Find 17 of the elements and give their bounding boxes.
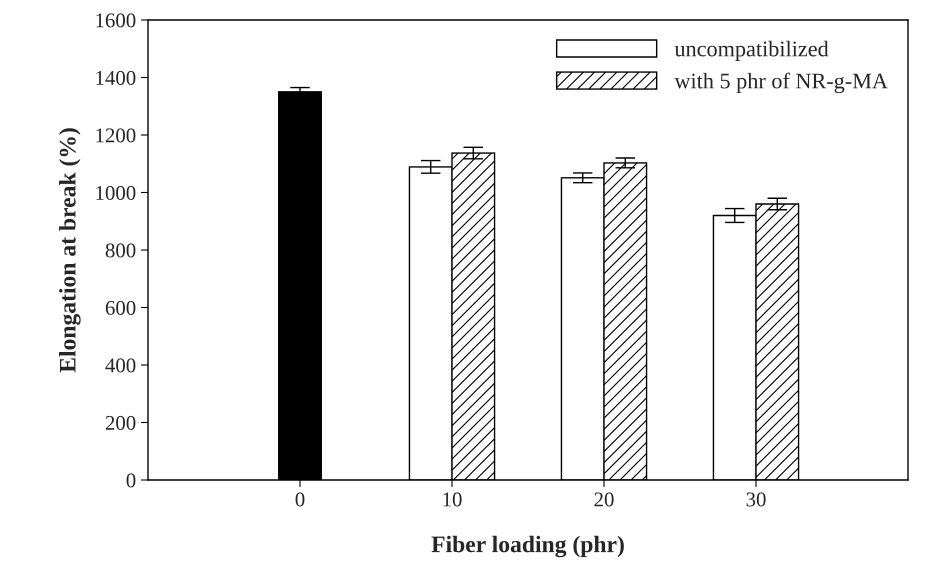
- legend-label: uncompatibilized: [674, 40, 828, 61]
- x-tick-label: 20: [594, 492, 614, 506]
- x-tick-label: 0: [296, 492, 304, 506]
- y-tick-label: 1400: [96, 70, 136, 85]
- x-axis-title: Fiber loading (phr): [432, 536, 624, 558]
- y-tick-label: 800: [106, 243, 136, 258]
- y-tick-label: 400: [105, 358, 136, 372]
- x-tick-label: 30: [746, 492, 766, 506]
- y-tick-label: 1600: [96, 13, 136, 28]
- legend-label: with 5 phr of NR-g-MA: [674, 72, 888, 94]
- y-tick-label: 200: [106, 416, 136, 430]
- y-axis-title: Elongation at break (%): [59, 128, 81, 372]
- x-tick-label: 10: [443, 492, 462, 506]
- y-tick-label: 0: [126, 473, 136, 488]
- y-tick-label: 1000: [96, 186, 136, 200]
- y-tick-label: 1200: [96, 128, 136, 142]
- y-tick-label: 600: [106, 300, 136, 315]
